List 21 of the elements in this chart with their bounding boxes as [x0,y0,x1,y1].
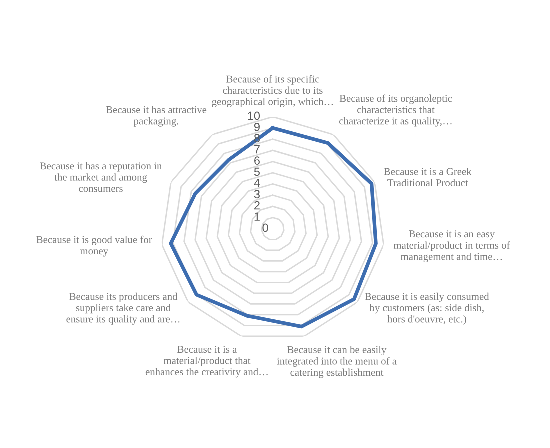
y-tick-label: 7 [254,146,260,154]
y-tick-label: 1 [254,212,260,221]
spoke-label: Because it has attractive packaging. [106,106,207,127]
y-tick-label: 9 [254,123,260,132]
y-tick-label: 2 [254,201,260,210]
spoke-label: Because it can be easily integrated into the menu of a catering establishment [277,346,397,378]
spoke-label: Because of its specific characteristics due to its geographical origin, which… [212,75,334,108]
y-tick-label: 4 [254,179,260,188]
y-tick-label: 6 [254,156,260,165]
spoke-label: Because its producers and suppliers take care and ensure its quality and are… [66,292,180,325]
spoke-label: Because it is good value for money [36,236,152,257]
spoke-label: Because it is an easy material/product in terms of management and time… [394,230,510,262]
spoke-label: Because it is a material/product that enhances the creativity and… [146,346,268,378]
y-tick-label: 0 [262,224,268,232]
y-tick-label: 10 [248,112,260,120]
spoke-label: Because it is a Greek Traditional Product [384,168,472,187]
y-tick-label: 5 [254,168,260,176]
y-tick-label: 3 [254,190,260,199]
spoke-label: Because it is easily consumed by customers (as: side dish, hors d'oeuvre, etc.) [365,292,490,325]
spoke-label: Because it has a reputation in the market and among consumers [40,162,162,192]
spoke-label: Because of its organoleptic characteristics that characterize it as quality,… [339,94,452,127]
